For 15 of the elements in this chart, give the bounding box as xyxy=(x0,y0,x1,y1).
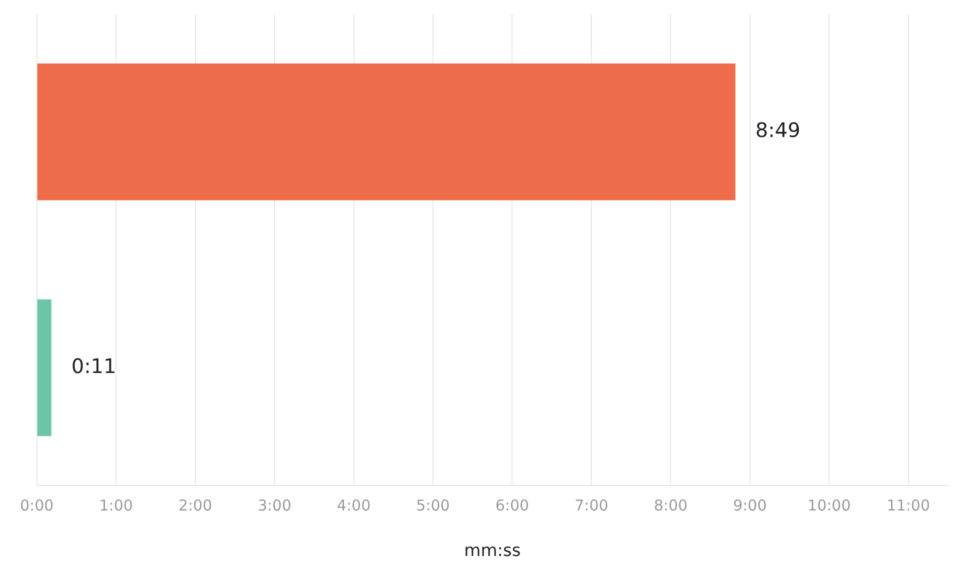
data-label: 0:11 xyxy=(71,354,116,378)
x-tick-label: 4:00 xyxy=(336,496,371,514)
x-tick-label: 3:00 xyxy=(258,496,292,514)
x-tick-label: 9:00 xyxy=(733,496,767,514)
data-label: 8:49 xyxy=(755,118,800,142)
x-tick-label: 0:00 xyxy=(20,496,54,514)
x-tick-label: 10:00 xyxy=(808,496,851,514)
x-tick-label: 2:00 xyxy=(178,496,212,514)
x-tick-label: 5:00 xyxy=(416,496,450,514)
x-axis-title: mm:ss xyxy=(464,541,521,562)
x-tick-label: 7:00 xyxy=(574,496,608,514)
x-tick-label: 6:00 xyxy=(495,496,530,514)
x-tick-label: 1:00 xyxy=(99,496,133,514)
x-tick-label: 11:00 xyxy=(886,496,930,514)
x-tick-label: 8:00 xyxy=(654,496,688,514)
